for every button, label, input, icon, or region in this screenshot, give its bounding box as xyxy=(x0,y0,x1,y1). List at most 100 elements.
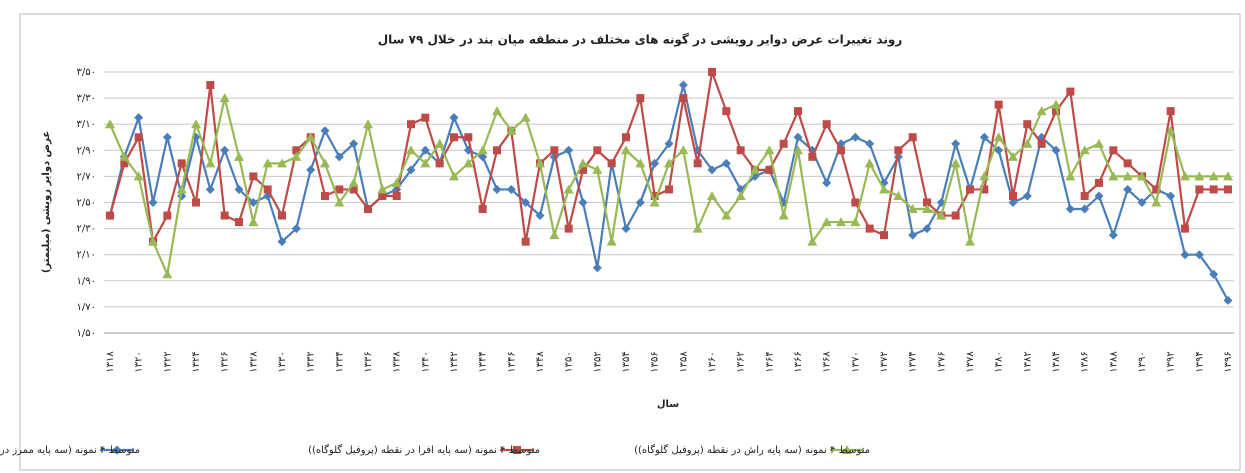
data-point xyxy=(778,210,789,220)
series xyxy=(105,93,1233,279)
x-tick-label: ۱۳۳۸ xyxy=(392,351,403,373)
data-point xyxy=(535,211,545,221)
data-point xyxy=(592,164,603,174)
data-point xyxy=(1208,171,1219,181)
data-point xyxy=(1051,145,1061,155)
x-tick-label: ۱۳۶۰ xyxy=(707,351,718,372)
data-point xyxy=(722,107,731,116)
y-axis-title: عرض دوایر رویشی (میلیمتر) xyxy=(41,131,52,273)
x-tick-label: ۱۳۵۶ xyxy=(650,351,661,372)
data-point xyxy=(936,210,947,220)
data-point xyxy=(192,198,200,207)
data-point xyxy=(234,151,244,161)
x-tick-label: ۱۳۵۲ xyxy=(592,351,603,372)
data-point xyxy=(979,132,989,142)
data-point xyxy=(493,146,501,155)
data-point xyxy=(1080,191,1089,200)
x-tick-label: ۱۳۴۸ xyxy=(535,351,546,373)
data-point xyxy=(1065,171,1076,181)
data-point xyxy=(220,145,230,155)
data-point xyxy=(148,198,158,207)
data-point xyxy=(593,146,602,155)
data-point xyxy=(549,230,560,240)
data-point xyxy=(922,224,932,234)
data-point xyxy=(363,119,373,129)
data-point xyxy=(908,230,918,240)
y-tick-label: ۱/۵۰ xyxy=(77,328,96,339)
data-point xyxy=(435,159,444,168)
data-point xyxy=(807,236,818,246)
data-point xyxy=(1065,204,1075,214)
data-point xyxy=(163,211,172,220)
data-point xyxy=(1079,145,1090,155)
y-tick-label: ۲/۷۰ xyxy=(77,171,96,182)
data-point xyxy=(564,224,573,233)
data-point xyxy=(162,132,172,142)
data-point xyxy=(219,93,230,103)
x-tick-label: ۱۳۸۴ xyxy=(1051,351,1062,372)
data-point xyxy=(721,158,731,168)
data-point xyxy=(1223,171,1233,181)
data-point xyxy=(320,158,330,168)
data-point xyxy=(1022,138,1033,148)
data-point xyxy=(406,145,416,155)
data-point xyxy=(220,211,229,220)
x-tick-label: ۱۳۲۸ xyxy=(248,351,259,373)
data-point xyxy=(721,210,732,220)
data-point xyxy=(708,68,716,76)
data-point xyxy=(1023,120,1032,129)
data-point xyxy=(793,132,803,142)
x-tick-label: ۱۳۴۰ xyxy=(420,351,431,372)
data-point xyxy=(162,269,173,279)
x-tick-label: ۱۳۵۰ xyxy=(564,351,575,372)
data-point xyxy=(865,224,874,233)
data-point xyxy=(492,106,502,116)
x-tick-label: ۱۳۳۶ xyxy=(363,351,374,372)
data-point xyxy=(1008,151,1018,161)
data-point xyxy=(320,126,330,136)
x-tick-label: ۱۳۲۴ xyxy=(191,351,202,372)
data-point xyxy=(133,171,144,181)
data-point xyxy=(1165,125,1176,135)
data-point xyxy=(321,191,329,200)
x-tick-label: ۱۳۲۰ xyxy=(134,351,145,372)
x-tick-label: ۱۳۷۲ xyxy=(879,351,890,372)
data-point xyxy=(908,133,917,142)
legend-marker xyxy=(842,445,852,454)
data-point xyxy=(1052,107,1060,116)
x-tick-label: ۱۳۴۶ xyxy=(506,351,517,372)
x-tick-label: ۱۳۶۴ xyxy=(764,351,775,372)
data-point xyxy=(106,211,114,220)
data-point xyxy=(665,185,673,194)
data-point xyxy=(922,204,932,214)
data-point xyxy=(521,198,531,207)
data-point xyxy=(1195,185,1204,194)
data-point xyxy=(1166,107,1175,116)
data-point xyxy=(377,184,388,194)
x-tick-label: ۱۳۹۶ xyxy=(1223,351,1234,372)
data-point xyxy=(635,158,646,168)
data-point xyxy=(348,177,359,187)
data-point xyxy=(622,133,630,142)
data-point xyxy=(606,236,617,246)
data-point xyxy=(621,224,631,234)
data-point xyxy=(477,145,488,155)
chart-frame xyxy=(19,13,1241,471)
data-point xyxy=(1009,191,1017,200)
data-point xyxy=(1122,171,1133,181)
data-point xyxy=(851,198,860,207)
data-point xyxy=(1180,250,1190,260)
data-point xyxy=(1123,184,1133,194)
data-point xyxy=(1137,171,1147,181)
data-point xyxy=(463,158,474,168)
data-point xyxy=(635,198,645,207)
data-point xyxy=(292,146,301,155)
data-point xyxy=(850,217,861,227)
x-tick-label: ۱۳۹۲ xyxy=(1166,351,1177,372)
x-tick-label: ۱۳۸۶ xyxy=(1080,351,1091,372)
y-tick-label: ۲/۵۰ xyxy=(77,198,96,209)
data-point xyxy=(205,184,215,194)
x-tick-label: ۱۳۴۲ xyxy=(449,351,460,372)
